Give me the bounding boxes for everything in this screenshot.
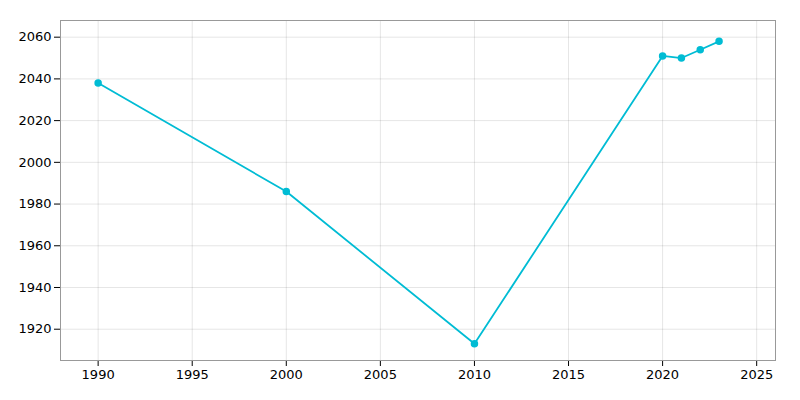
svg-text:2020: 2020: [18, 113, 51, 128]
svg-text:1990: 1990: [82, 367, 115, 382]
svg-text:1920: 1920: [18, 321, 51, 336]
svg-text:1980: 1980: [18, 196, 51, 211]
svg-text:2000: 2000: [270, 367, 303, 382]
svg-text:1995: 1995: [176, 367, 209, 382]
svg-text:2015: 2015: [552, 367, 585, 382]
svg-text:1940: 1940: [18, 280, 51, 295]
svg-text:2025: 2025: [740, 367, 773, 382]
svg-text:2005: 2005: [364, 367, 397, 382]
svg-text:2020: 2020: [646, 367, 679, 382]
svg-text:1960: 1960: [18, 238, 51, 253]
svg-text:2000: 2000: [18, 155, 51, 170]
svg-text:2060: 2060: [18, 29, 51, 44]
svg-text:2010: 2010: [458, 367, 491, 382]
svg-text:2040: 2040: [18, 71, 51, 86]
